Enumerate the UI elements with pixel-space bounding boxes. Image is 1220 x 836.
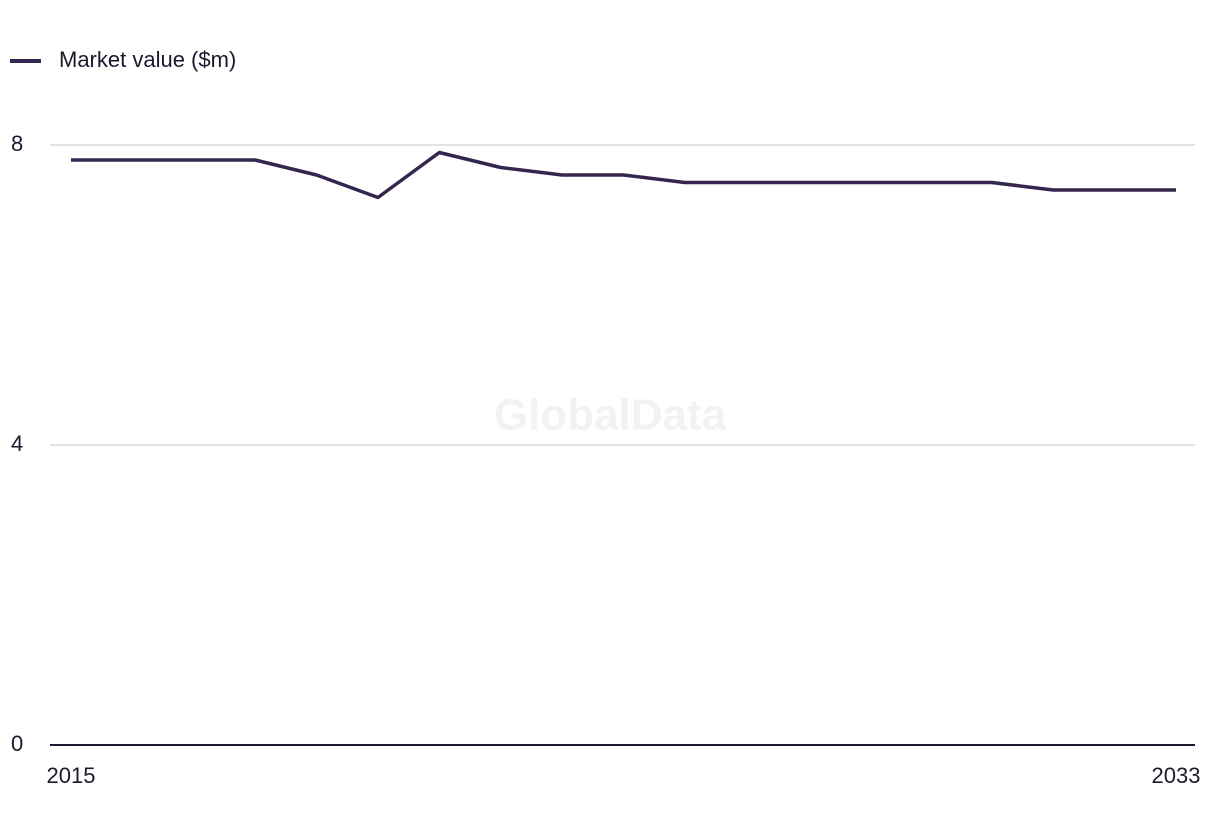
x-tick-label: 2033 (1152, 763, 1201, 788)
data-line (71, 150, 1176, 200)
watermark: GlobalData (494, 391, 727, 440)
y-tick-label: 4 (11, 431, 23, 456)
y-tick-label: 8 (11, 131, 23, 156)
x-tick-label: 2015 (47, 763, 96, 788)
y-tick-label: 0 (11, 731, 23, 756)
legend-label: Market value ($m) (59, 47, 236, 72)
